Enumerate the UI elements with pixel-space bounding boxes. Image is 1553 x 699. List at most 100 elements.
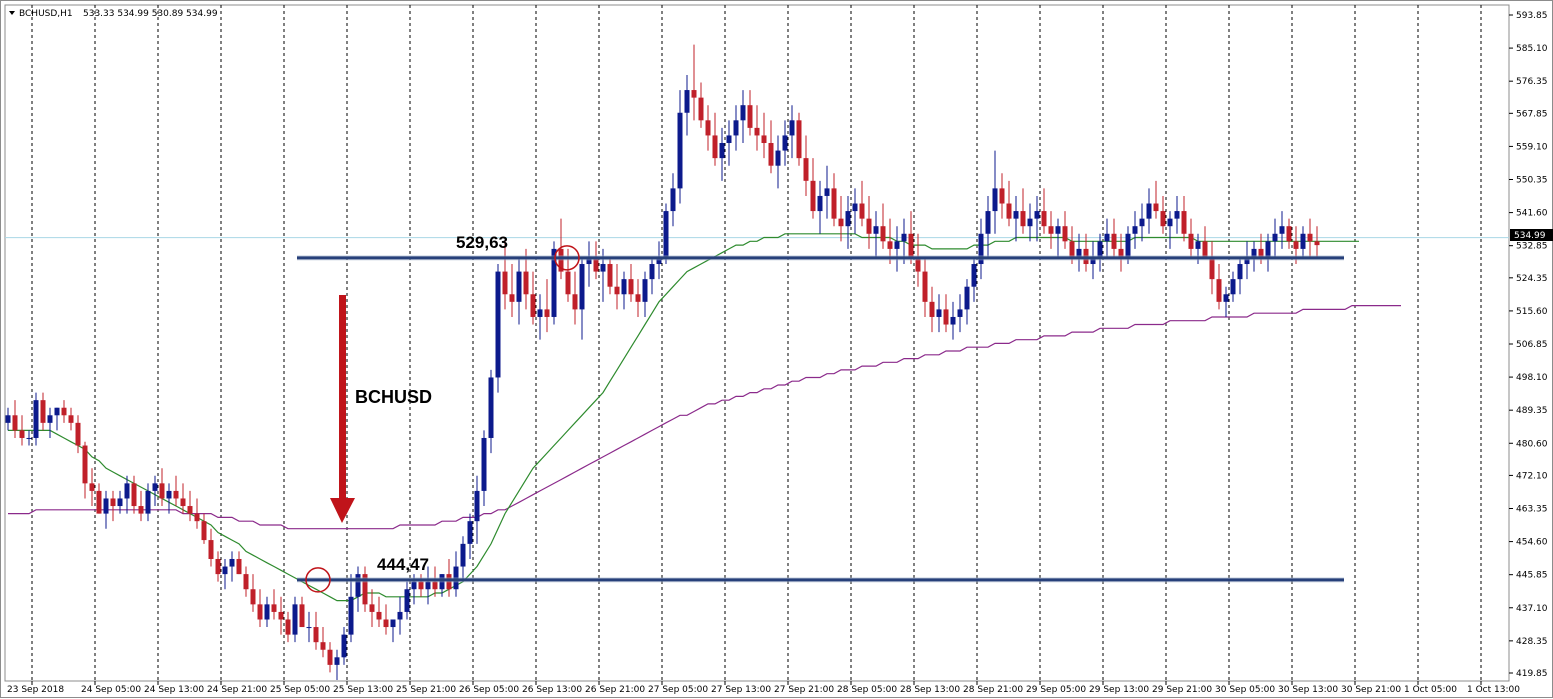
candle-body	[425, 581, 431, 590]
candle-body	[670, 188, 676, 212]
candle-body	[376, 611, 382, 620]
candle-body	[222, 566, 228, 575]
candle-body	[292, 604, 298, 635]
x-tick-label: 24 Sep 05:00	[81, 685, 141, 695]
candle-body	[1139, 218, 1145, 227]
candle-body	[250, 589, 256, 605]
candle-body	[1118, 248, 1124, 257]
candle-body	[1013, 211, 1019, 219]
candle-body	[411, 581, 417, 590]
candle-body	[614, 286, 620, 295]
level-marker-circle	[554, 245, 580, 271]
y-tick-label: 428.35	[1516, 637, 1548, 647]
candle-body	[719, 143, 725, 159]
candle-body	[138, 506, 144, 514]
y-tick-label: 550.35	[1516, 176, 1548, 186]
candle-body	[663, 211, 669, 257]
candle-body	[866, 218, 872, 234]
candle-body	[54, 407, 60, 416]
x-tick-label: 30 Sep 13:00	[1278, 685, 1338, 695]
down-arrow-icon	[330, 295, 355, 523]
levels: 529,63 444,47	[297, 233, 1344, 593]
x-tick-label: 27 Sep 05:00	[648, 685, 708, 695]
candle-body	[1195, 241, 1201, 249]
candle-body	[740, 105, 746, 121]
candle-body	[257, 604, 263, 620]
candle-body	[1104, 233, 1110, 242]
candle-body	[705, 120, 711, 136]
candle-body	[180, 498, 186, 507]
candle-body	[1174, 211, 1180, 219]
y-tick-label: 567.85	[1516, 109, 1548, 119]
annotation-title: BCHUSD	[355, 387, 432, 407]
candle-body	[516, 271, 522, 302]
candle-body	[1251, 248, 1257, 257]
candle-body	[159, 483, 165, 499]
candle-body	[796, 120, 802, 159]
candle-body	[768, 143, 774, 166]
candle-body	[1272, 233, 1278, 242]
level-label: 529,63	[456, 233, 508, 252]
candle-body	[551, 248, 557, 317]
grid-lines	[5, 5, 1509, 681]
candle-body	[530, 294, 536, 317]
candle-body	[68, 415, 74, 423]
x-tick-label: 29 Sep 05:00	[1026, 685, 1086, 695]
candle-body	[306, 627, 312, 629]
candle-body	[40, 400, 46, 423]
candle-body	[838, 218, 844, 227]
x-tick-label: 28 Sep 21:00	[963, 685, 1023, 695]
y-tick-label: 506.85	[1516, 340, 1548, 350]
y-tick-label: 585.10	[1516, 44, 1548, 54]
candle-body	[355, 574, 361, 597]
candle-body	[1202, 241, 1208, 257]
candle-body	[131, 483, 137, 507]
candle-body	[1111, 233, 1117, 249]
candle-body	[565, 271, 571, 295]
candle-body	[152, 483, 158, 491]
candle-body	[299, 604, 305, 628]
dropdown-triangle-icon[interactable]	[9, 11, 15, 15]
candle-body	[187, 506, 193, 514]
x-tick-label: 1 Oct 05:00	[1404, 685, 1457, 695]
x-tick-label: 1 Oct 13:00	[1467, 685, 1520, 695]
candle-body	[957, 309, 963, 317]
candle-body	[509, 294, 515, 302]
candle-body	[880, 226, 886, 242]
candle-body	[824, 188, 830, 196]
candle-body	[229, 558, 235, 567]
y-tick-label: 445.85	[1516, 571, 1548, 581]
candle-body	[145, 490, 151, 514]
candle-body	[1069, 241, 1075, 257]
candle-body	[215, 558, 221, 575]
moving-averages	[8, 233, 1401, 602]
candle-body	[971, 264, 977, 287]
candle-body	[950, 316, 956, 325]
ma-slow-line	[8, 305, 1401, 530]
candle-body	[1216, 279, 1222, 302]
candle-body	[1125, 233, 1131, 257]
candle-body	[390, 619, 396, 628]
candle-body	[1076, 248, 1082, 257]
candle-body	[831, 188, 837, 219]
y-axis: 593.85 585.10 576.35 567.85 559.10 550.35 541.…	[1509, 11, 1548, 679]
candle-body	[383, 619, 389, 628]
candle-body	[432, 581, 438, 590]
candle-body	[922, 271, 928, 302]
candle-body	[1188, 233, 1194, 249]
candle-body	[579, 264, 585, 310]
x-tick-label: 27 Sep 13:00	[711, 685, 771, 695]
candle-body	[33, 400, 39, 438]
candle-body	[495, 271, 501, 378]
candle-body	[166, 490, 172, 499]
candle-body	[467, 521, 473, 544]
y-tick-label: 454.60	[1516, 538, 1548, 548]
candle-body	[999, 188, 1005, 204]
candle-body	[418, 581, 424, 590]
candle-body	[334, 657, 340, 665]
x-tick-label: 25 Sep 05:00	[270, 685, 330, 695]
x-tick-label: 28 Sep 05:00	[837, 685, 897, 695]
candle-body	[1230, 279, 1236, 295]
